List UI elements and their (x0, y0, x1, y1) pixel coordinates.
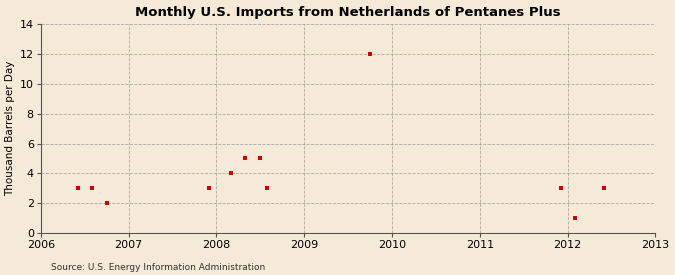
Y-axis label: Thousand Barrels per Day: Thousand Barrels per Day (5, 61, 16, 196)
Point (364, 52, 375, 56)
Point (240, 156, 250, 161)
Point (72, 186, 83, 191)
Point (204, 186, 215, 191)
Point (599, 186, 610, 191)
Text: Source: U.S. Energy Information Administration: Source: U.S. Energy Information Administ… (51, 263, 265, 272)
Title: Monthly U.S. Imports from Netherlands of Pentanes Plus: Monthly U.S. Imports from Netherlands of… (135, 6, 561, 18)
Point (555, 186, 566, 191)
Point (262, 186, 273, 191)
Point (226, 171, 237, 176)
Point (101, 201, 112, 205)
Point (255, 156, 266, 161)
Point (86, 186, 97, 191)
Point (569, 216, 580, 221)
